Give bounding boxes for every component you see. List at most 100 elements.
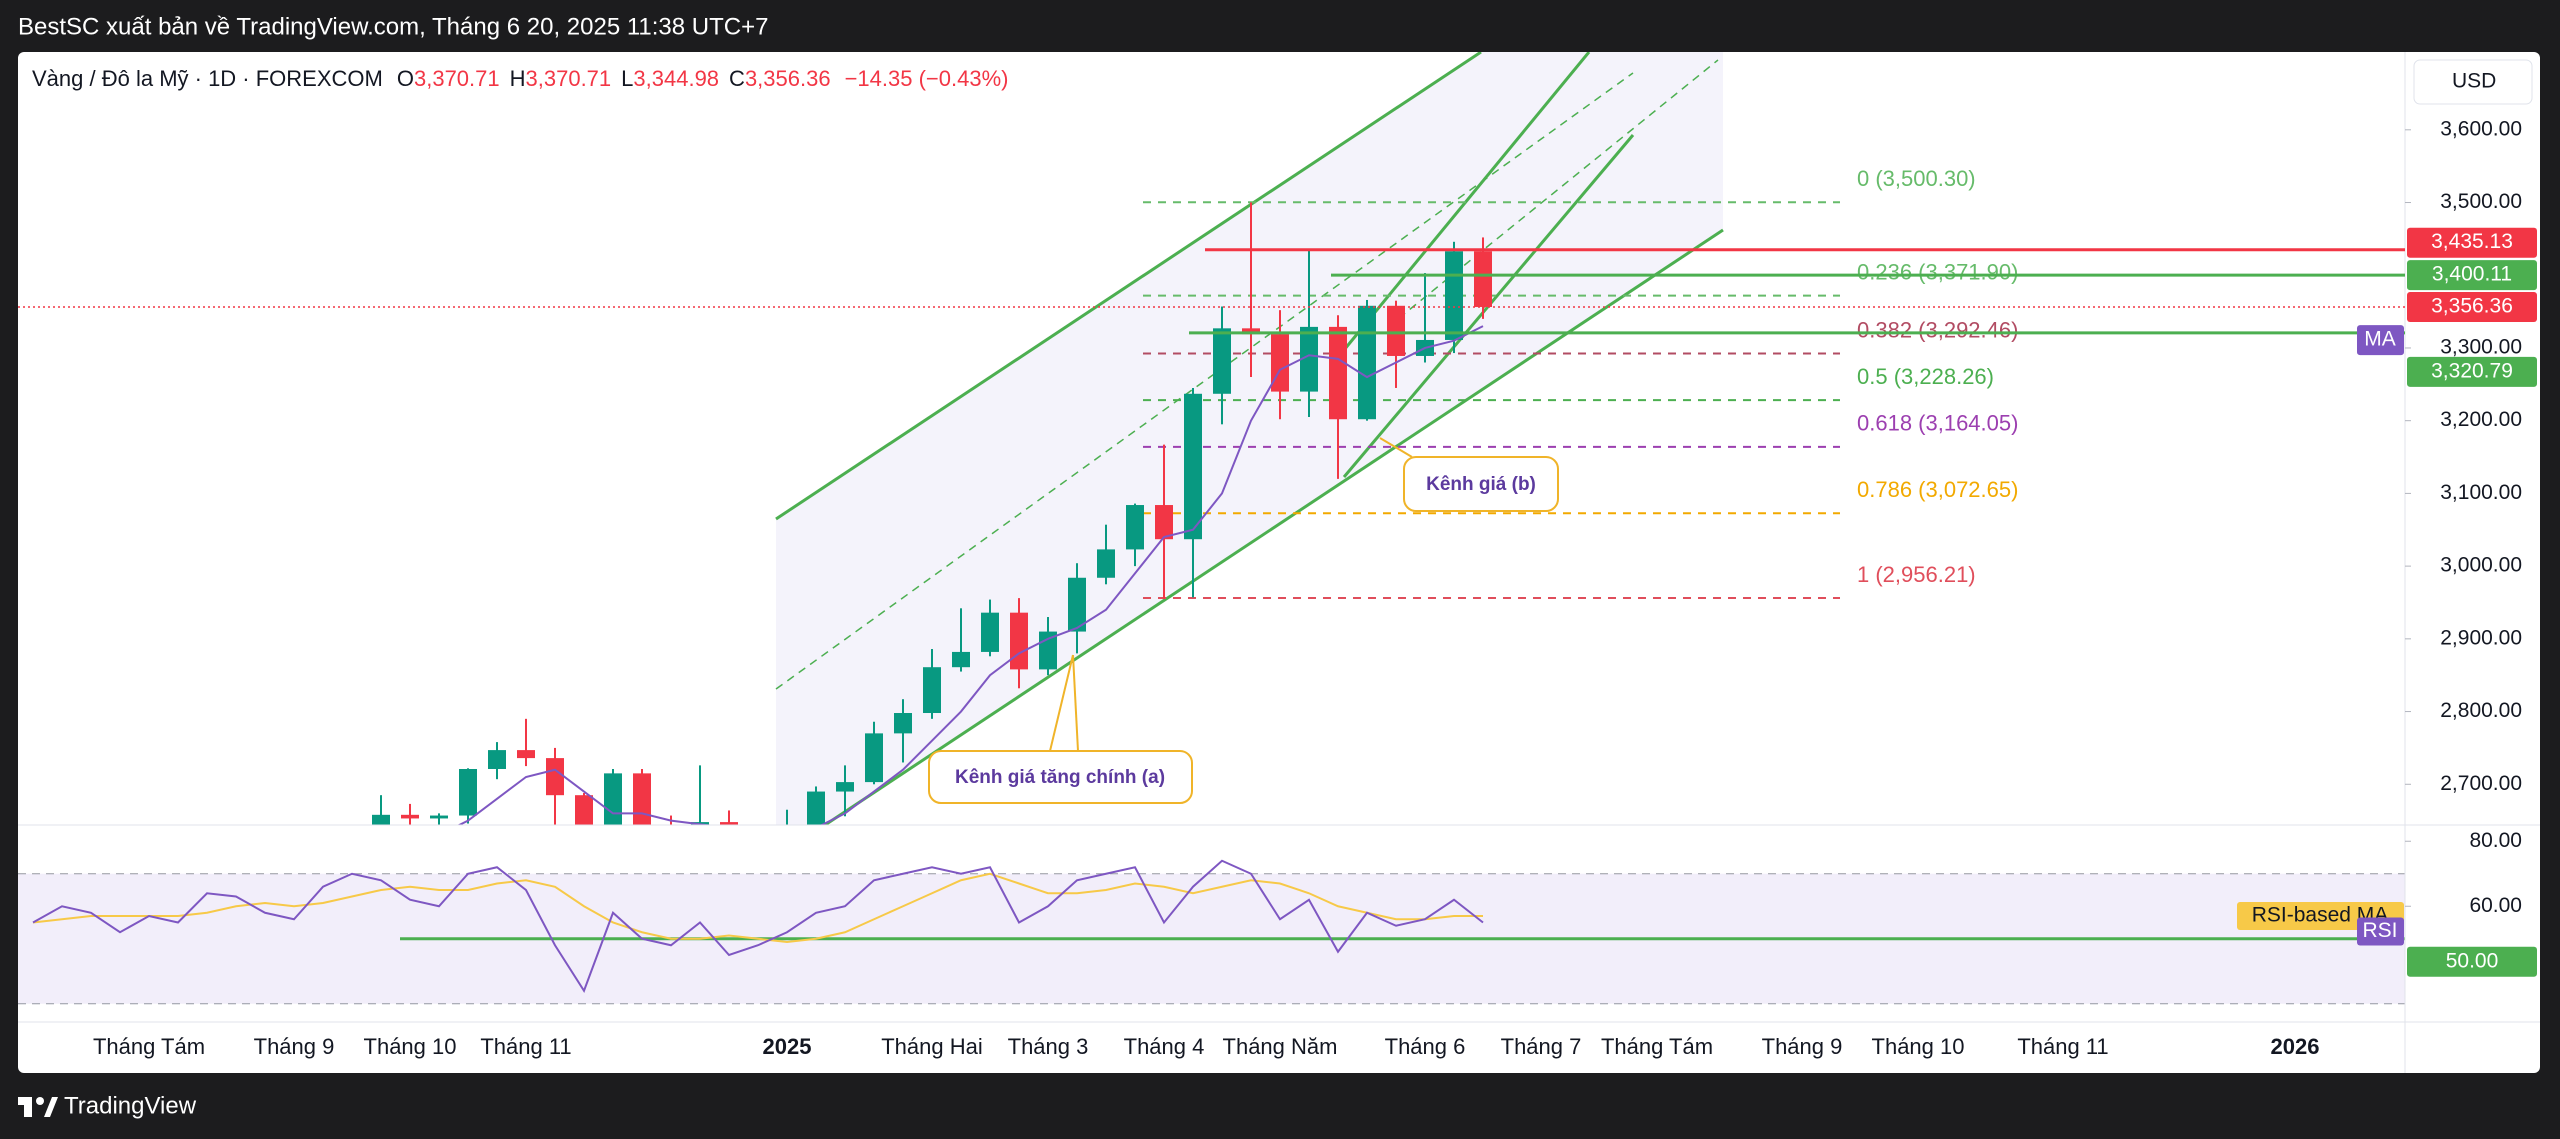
ma-line bbox=[457, 325, 1484, 825]
ohlc-value: 3,356.36 bbox=[745, 66, 831, 91]
candle-body bbox=[1155, 505, 1173, 540]
channel-line bbox=[824, 228, 1724, 825]
ohlc-key: H bbox=[510, 66, 526, 91]
candle-body bbox=[517, 750, 535, 759]
candle-body bbox=[1242, 328, 1260, 335]
candle-body bbox=[488, 750, 506, 770]
ohlc-key: C bbox=[729, 66, 745, 91]
x-tick-label: Tháng 6 bbox=[1385, 1034, 1466, 1059]
candle-body bbox=[1213, 328, 1231, 394]
candle-body bbox=[836, 782, 854, 792]
x-tick-label: Tháng 7 bbox=[1501, 1034, 1582, 1059]
logo-part bbox=[44, 1097, 58, 1117]
price-pane: 0 (3,500.30) 0.236 (3,371.90) 0.382 (3,292… bbox=[372, 166, 2018, 825]
x-tick-label: Tháng 3 bbox=[1008, 1034, 1089, 1059]
rsi-level-box bbox=[2407, 946, 2537, 977]
candle-body bbox=[1300, 326, 1318, 392]
candle-body bbox=[459, 769, 477, 816]
rsi-tag-label: RSI bbox=[2362, 919, 2397, 942]
x-tick-label: Tháng 9 bbox=[1762, 1034, 1843, 1059]
candle-body bbox=[1329, 326, 1347, 420]
footer-logo bbox=[18, 1097, 58, 1117]
candle-body bbox=[1271, 334, 1289, 392]
ma-tag-label: MA bbox=[2364, 328, 2396, 351]
ohlc-value: 3,370.71 bbox=[414, 66, 500, 91]
candle-body bbox=[546, 758, 564, 796]
price-label-box bbox=[2407, 356, 2537, 387]
candle-body bbox=[865, 733, 883, 783]
y-tick-label: 3,200.00 bbox=[2440, 408, 2522, 431]
candle-body bbox=[807, 791, 825, 825]
candle-body bbox=[604, 773, 622, 825]
candle-body bbox=[981, 612, 999, 652]
y-tick-label: 3,000.00 bbox=[2440, 554, 2522, 577]
y-tick-label: 2,800.00 bbox=[2440, 699, 2522, 722]
candle-body bbox=[1010, 612, 1028, 670]
annotation-box bbox=[928, 750, 1193, 804]
candle-body bbox=[1358, 305, 1376, 420]
fib-label: 0.236 (3,371.90) bbox=[1857, 259, 2018, 284]
price-label-box bbox=[2407, 260, 2537, 291]
candle-body bbox=[1068, 577, 1086, 632]
channel-mid bbox=[775, 72, 1634, 690]
annotation-a: Kênh giá tăng chính (a) bbox=[928, 654, 1193, 804]
candle-body bbox=[1097, 549, 1115, 578]
rsi-line bbox=[32, 859, 1484, 993]
x-tick-label: Tháng 10 bbox=[1872, 1034, 1965, 1059]
brand: TradingView bbox=[64, 1092, 197, 1119]
logo-part bbox=[36, 1097, 44, 1105]
price-label: 3,320.79 bbox=[2431, 359, 2513, 382]
channel-b-line bbox=[1342, 52, 1591, 351]
y-tick-label: 3,600.00 bbox=[2440, 117, 2522, 140]
fib-label: 0.5 (3,228.26) bbox=[1857, 364, 1994, 389]
candle-body bbox=[575, 795, 593, 825]
x-tick-label: Tháng 9 bbox=[254, 1034, 335, 1059]
symbol-legend: Vàng / Đô la Mỹ · 1D · FOREXCOM O3,370.71… bbox=[32, 66, 1008, 91]
price-label-box bbox=[2407, 227, 2537, 258]
pointer bbox=[1049, 654, 1074, 752]
candle-body bbox=[1184, 393, 1202, 540]
candle-body bbox=[1445, 251, 1463, 340]
annotation-text: Kênh giá (b) bbox=[1426, 474, 1536, 495]
candle-body bbox=[720, 822, 738, 825]
y-tick-label: 3,100.00 bbox=[2440, 481, 2522, 504]
currency: USD bbox=[2452, 70, 2496, 93]
ohlc-key: L bbox=[621, 66, 633, 91]
ohlc-value: 3,344.98 bbox=[633, 66, 719, 91]
ohlc-value: 3,370.71 bbox=[526, 66, 612, 91]
price-label: 3,400.11 bbox=[2432, 263, 2512, 286]
x-tick-label: Tháng 11 bbox=[2017, 1034, 2108, 1059]
fib-label: 0.618 (3,164.05) bbox=[1857, 411, 2018, 436]
y-tick-label: 3,500.00 bbox=[2440, 190, 2522, 213]
channel-mid bbox=[1387, 59, 1719, 328]
x-tick-label: Tháng Năm bbox=[1223, 1034, 1338, 1059]
x-tick-label: 2026 bbox=[2271, 1034, 2320, 1059]
rsi-tick-label: 60.00 bbox=[2469, 894, 2522, 917]
ohlc-key: O bbox=[397, 66, 414, 91]
logo-part bbox=[24, 1097, 32, 1117]
rsi-ma-tag-label: RSI-based MA bbox=[2252, 904, 2389, 927]
symbol-title: Vàng / Đô la Mỹ · 1D · FOREXCOM bbox=[32, 66, 383, 91]
channel-line bbox=[775, 52, 1482, 521]
x-tick-label: Tháng Tám bbox=[93, 1034, 205, 1059]
x-tick-label: 2025 bbox=[763, 1034, 812, 1059]
candle-body bbox=[372, 814, 390, 825]
rsi-pane bbox=[18, 859, 2405, 1005]
x-tick-label: Tháng 10 bbox=[364, 1034, 457, 1059]
publisher-line: BestSC xuất bản về TradingView.com, Thán… bbox=[18, 13, 768, 40]
candle-body bbox=[894, 713, 912, 734]
candle-body bbox=[1126, 505, 1144, 550]
pointer bbox=[1072, 654, 1079, 752]
candle-body bbox=[633, 773, 651, 825]
candle-body bbox=[1387, 305, 1405, 356]
pointer bbox=[1379, 437, 1413, 458]
fib-label: 0.382 (3,292.46) bbox=[1857, 317, 2018, 342]
candle-body bbox=[401, 814, 419, 819]
candle-body bbox=[923, 667, 941, 714]
rsi-tag bbox=[2357, 917, 2404, 946]
x-tick-label: Tháng 11 bbox=[480, 1034, 571, 1059]
rsi-level-label: 50.00 bbox=[2446, 949, 2499, 972]
candle-body bbox=[952, 651, 970, 668]
x-tick-label: Tháng Tám bbox=[1601, 1034, 1713, 1059]
change: −14.35 (−0.43%) bbox=[845, 66, 1009, 91]
